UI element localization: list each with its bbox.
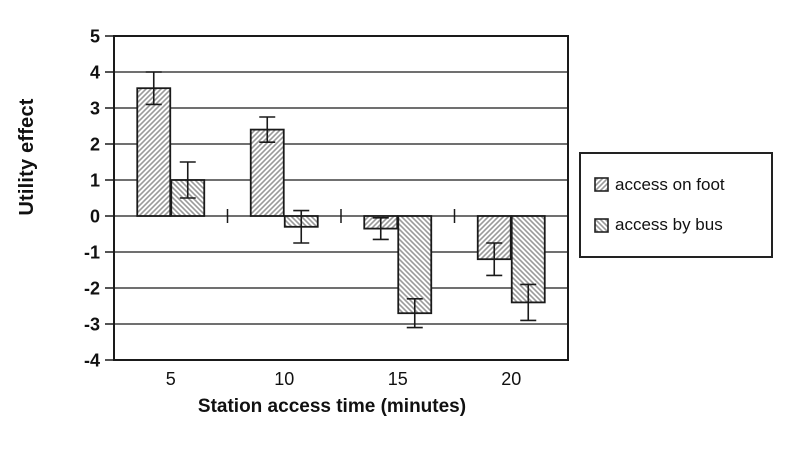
y-tick-label: 2 xyxy=(90,134,100,154)
x-tick-label: 10 xyxy=(274,369,294,389)
plot-area: -4 -3 -2 -1 0 1 2 3 4 5 5 10 15 20 xyxy=(84,26,569,389)
y-tick-label: 5 xyxy=(90,26,100,46)
bar-access-on-foot xyxy=(249,128,285,217)
legend: access on foot access by bus xyxy=(579,152,773,258)
backward-hatch-swatch-icon xyxy=(594,218,609,233)
y-tick-label: -4 xyxy=(84,350,100,370)
y-axis-title: Utility effect xyxy=(16,98,38,216)
forward-hatch-swatch-icon xyxy=(594,177,609,192)
y-tick-label: -1 xyxy=(84,242,100,262)
legend-item-access-on-foot: access on foot xyxy=(594,175,771,195)
y-tick-label: 0 xyxy=(90,206,100,226)
y-tick-label: 1 xyxy=(90,170,100,190)
bar-access-on-foot xyxy=(136,87,172,217)
legend-item-access-by-bus: access by bus xyxy=(594,215,771,235)
x-tick-label: 15 xyxy=(388,369,408,389)
plot-border xyxy=(113,35,569,361)
bar-access-by-bus xyxy=(397,215,433,315)
y-tick-label: 4 xyxy=(90,62,100,82)
legend-label-access-on-foot: access on foot xyxy=(615,174,725,194)
y-tick-label: -2 xyxy=(84,278,100,298)
x-tick-label: 20 xyxy=(501,369,521,389)
y-tick-label: 3 xyxy=(90,98,100,118)
legend-label-access-by-bus: access by bus xyxy=(615,215,723,235)
x-tick-label: 5 xyxy=(166,369,176,389)
y-tick-label: -3 xyxy=(84,314,100,334)
x-axis-title: Station access time (minutes) xyxy=(197,396,467,417)
